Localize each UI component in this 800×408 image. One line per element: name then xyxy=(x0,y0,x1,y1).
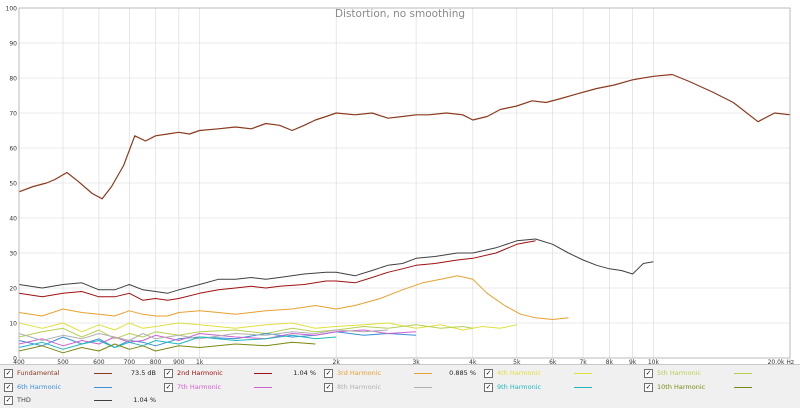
series-line-9th-harmonic xyxy=(18,334,337,350)
series-line-fundamental xyxy=(18,73,791,200)
y-tick-label: 20 xyxy=(9,286,17,293)
y-tick-label: 10 xyxy=(9,321,17,328)
legend-item-6th-harmonic[interactable]: ✓ 6th Harmonic xyxy=(4,381,159,394)
x-tick-label: 10k xyxy=(648,359,660,365)
series-line-3rd-harmonic xyxy=(18,275,569,320)
series-line-10th-harmonic xyxy=(18,341,316,354)
x-tick-label: 900 xyxy=(173,359,185,365)
x-tick-label: 6k xyxy=(549,359,557,365)
legend-swatch xyxy=(414,373,432,374)
legend-checkbox[interactable]: ✓ xyxy=(164,382,173,392)
legend-swatch xyxy=(94,386,112,388)
legend-label: 6th Harmonic xyxy=(17,382,62,391)
legend-checkbox[interactable]: ✓ xyxy=(644,382,653,392)
y-tick-label: 80 xyxy=(9,76,17,83)
y-axis-ticks: 0 10 20 30 40 50 60 70 80 90 100 xyxy=(6,6,18,363)
x-tick-label: 7k xyxy=(579,359,587,365)
series-line-8th-harmonic xyxy=(18,329,388,341)
y-tick-label: 90 xyxy=(9,41,17,48)
x-tick-label: 500 xyxy=(57,359,69,365)
y-tick-label: 30 xyxy=(9,251,17,258)
legend-item-4th-harmonic[interactable]: ✓ 4th Harmonic xyxy=(484,367,639,380)
legend-swatch xyxy=(734,373,752,374)
legend-item-3rd-harmonic[interactable]: ✓ 3rd Harmonic 0.885 % xyxy=(324,367,479,380)
legend-checkbox[interactable]: ✓ xyxy=(4,396,13,405)
legend-checkbox[interactable]: ✓ xyxy=(484,369,493,378)
legend-label: THD xyxy=(17,396,31,404)
legend-swatch xyxy=(574,373,592,374)
legend-value: 73.5 dB xyxy=(130,369,156,377)
legend-item-9th-harmonic[interactable]: ✓ 9th Harmonic xyxy=(484,381,639,394)
y-tick-label: 70 xyxy=(9,111,17,118)
legend-label: 10th Harmonic xyxy=(657,382,706,391)
legend-label: Fundamental xyxy=(17,369,60,377)
y-tick-label: 60 xyxy=(9,146,17,153)
x-tick-label: 4k xyxy=(469,359,477,365)
legend-swatch xyxy=(254,373,272,374)
y-tick-label: 50 xyxy=(9,181,17,188)
legend-swatch xyxy=(254,386,272,388)
x-tick-label: 5k xyxy=(513,359,521,365)
x-tick-label: 20.0k Hz xyxy=(768,359,794,365)
legend-checkbox[interactable]: ✓ xyxy=(4,382,13,392)
series-lines xyxy=(18,73,791,354)
legend-item-5th-harmonic[interactable]: ✓ 5th Harmonic xyxy=(644,367,799,380)
x-tick-label: 400 xyxy=(13,359,25,365)
x-tick-label: 3k xyxy=(412,359,420,365)
legend-swatch xyxy=(94,400,112,401)
legend-checkbox[interactable]: ✓ xyxy=(164,369,173,378)
legend-item-8th-harmonic[interactable]: ✓ 8th Harmonic xyxy=(324,381,479,394)
x-tick-label: 600 xyxy=(93,359,105,365)
legend-label: 8th Harmonic xyxy=(337,382,382,391)
legend-label: 9th Harmonic xyxy=(497,382,542,391)
legend-swatch xyxy=(94,373,112,374)
distortion-chart: 0 10 20 30 40 50 60 70 80 90 100 400 500 600 700 800 90… xyxy=(6,6,794,366)
x-tick-label: 8k xyxy=(606,359,614,365)
series-line-thd xyxy=(18,238,654,294)
legend-item-7th-harmonic[interactable]: ✓ 7th Harmonic xyxy=(164,381,319,394)
legend-label: 5th Harmonic xyxy=(657,369,702,377)
series-line-7th-harmonic xyxy=(18,329,417,347)
x-tick-label: 9k xyxy=(629,359,637,365)
y-tick-label: 0 xyxy=(13,356,17,363)
legend-label: 4th Harmonic xyxy=(497,369,542,377)
legend-value: 0.885 % xyxy=(449,369,476,377)
legend-item-2nd-harmonic[interactable]: ✓ 2nd Harmonic 1.04 % xyxy=(164,367,319,380)
legend-label: 3rd Harmonic xyxy=(337,369,382,377)
legend-checkbox[interactable]: ✓ xyxy=(324,382,333,392)
legend-swatch xyxy=(734,386,752,388)
legend-label: 7th Harmonic xyxy=(177,382,222,391)
legend: ✓ Fundamental 73.5 dB ✓ 2nd Harmonic 1.04 % ✓ 3… xyxy=(0,364,800,408)
x-axis-ticks: 400 500 600 700 800 900 1k 2k 3k 4k 5k 6k 7k 8k 9k 10k 2… xyxy=(13,359,794,365)
legend-swatch xyxy=(574,386,592,388)
plot-frame xyxy=(18,7,791,359)
legend-checkbox[interactable]: ✓ xyxy=(324,369,333,378)
x-tick-label: 800 xyxy=(150,359,162,365)
series-line-4th-harmonic xyxy=(18,322,517,333)
legend-checkbox[interactable]: ✓ xyxy=(4,369,13,378)
x-tick-label: 2k xyxy=(333,359,341,365)
y-tick-label: 40 xyxy=(9,216,17,223)
legend-item-thd[interactable]: ✓ THD 1.04 % xyxy=(4,394,159,407)
series-line-2nd-harmonic xyxy=(18,240,536,301)
chart-title: Distortion, no smoothing xyxy=(335,8,465,20)
x-tick-label: 1k xyxy=(196,359,204,365)
x-tick-label: 700 xyxy=(124,359,136,365)
legend-label: 2nd Harmonic xyxy=(177,369,223,377)
legend-item-10th-harmonic[interactable]: ✓ 10th Harmonic xyxy=(644,381,799,394)
legend-checkbox[interactable]: ✓ xyxy=(484,382,493,392)
legend-swatch xyxy=(414,386,432,388)
legend-value: 1.04 % xyxy=(293,369,316,377)
series-line-5th-harmonic xyxy=(18,324,473,340)
legend-checkbox[interactable]: ✓ xyxy=(644,369,653,378)
y-tick-label: 100 xyxy=(6,6,18,13)
legend-item-fundamental[interactable]: ✓ Fundamental 73.5 dB xyxy=(4,367,159,380)
legend-value: 1.04 % xyxy=(133,396,156,404)
